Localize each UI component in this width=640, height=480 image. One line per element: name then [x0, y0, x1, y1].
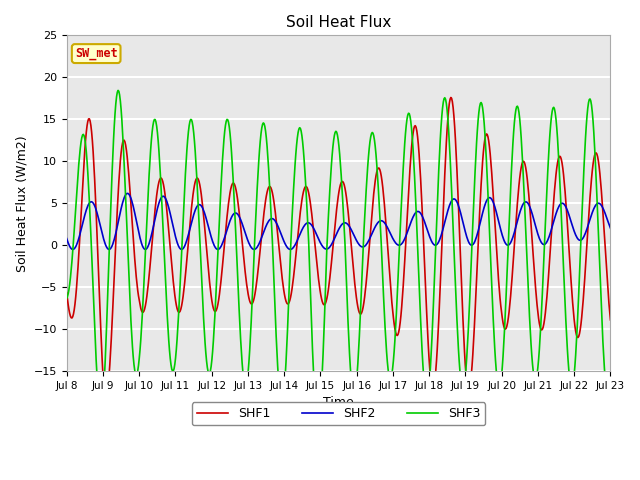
- SHF3: [406, 113, 414, 119]
- SHF3: [129, 354, 137, 360]
- Text: SW_met: SW_met: [75, 47, 118, 60]
- SHF3: [63, 296, 70, 301]
- SHF1: [63, 290, 70, 296]
- SHF1: [447, 95, 454, 100]
- SHF1: [607, 317, 614, 323]
- SHF3: [73, 193, 81, 199]
- Line: SHF2: SHF2: [67, 193, 611, 250]
- Legend: SHF1, SHF2, SHF3: SHF1, SHF2, SHF3: [192, 402, 485, 425]
- SHF3: [184, 129, 192, 134]
- SHF2: [63, 236, 70, 241]
- SHF3: [213, 265, 221, 271]
- SHF2: [124, 191, 131, 196]
- SHF1: [213, 305, 221, 311]
- SHF2: [406, 222, 414, 228]
- Line: SHF1: SHF1: [67, 97, 611, 396]
- Title: Soil Heat Flux: Soil Heat Flux: [286, 15, 391, 30]
- SHF3: [115, 87, 122, 93]
- SHF2: [214, 247, 221, 252]
- SHF3: [422, 394, 429, 399]
- SHF1: [184, 239, 192, 244]
- SHF3: [607, 379, 614, 385]
- SHF2: [607, 225, 614, 231]
- SHF1: [102, 393, 110, 399]
- SHF1: [129, 235, 137, 241]
- SHF2: [73, 242, 81, 248]
- Y-axis label: Soil Heat Flux (W/m2): Soil Heat Flux (W/m2): [15, 135, 28, 272]
- SHF3: [314, 419, 321, 424]
- SHF2: [186, 229, 193, 235]
- SHF1: [405, 177, 413, 183]
- SHF2: [129, 204, 137, 209]
- SHF2: [422, 223, 429, 228]
- SHF2: [141, 247, 149, 252]
- SHF1: [421, 275, 429, 281]
- X-axis label: Time: Time: [323, 396, 354, 409]
- SHF1: [73, 286, 81, 291]
- Line: SHF3: SHF3: [67, 90, 611, 421]
